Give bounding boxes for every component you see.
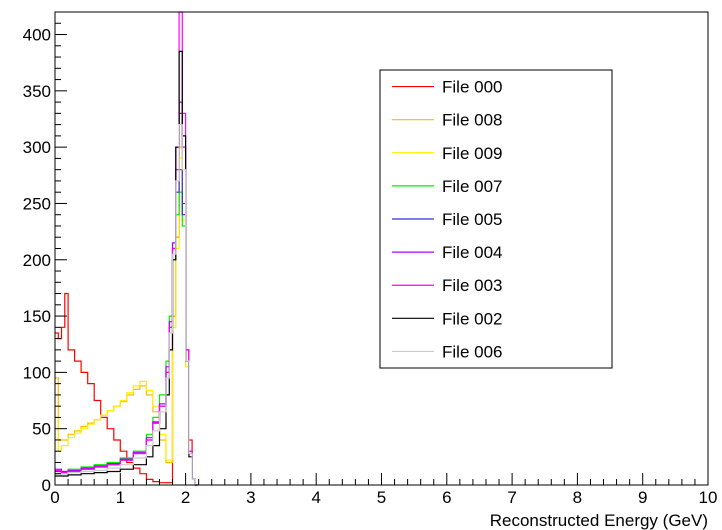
y-tick-label: 150 xyxy=(23,307,51,326)
y-tick-label: 0 xyxy=(42,476,51,495)
series-line-8 xyxy=(55,124,198,486)
legend-label-3: File 007 xyxy=(442,177,502,196)
y-tick-label: 200 xyxy=(23,251,51,270)
x-tick-label: 5 xyxy=(377,488,386,507)
legend-label-8: File 006 xyxy=(442,342,502,361)
x-tick-label: 3 xyxy=(246,488,255,507)
y-tick-label: 300 xyxy=(23,138,51,157)
legend: File 000 File 008 File 009 File 007 File 005… xyxy=(379,69,613,369)
x-tick-label: 8 xyxy=(573,488,582,507)
legend-label-2: File 009 xyxy=(442,144,502,163)
legend-label-6: File 003 xyxy=(442,276,502,295)
y-tick-label: 250 xyxy=(23,194,51,213)
x-tick-label: 7 xyxy=(507,488,516,507)
y-tick-label: 350 xyxy=(23,82,51,101)
x-tick-label: 9 xyxy=(638,488,647,507)
y-tick-label: 400 xyxy=(23,26,51,45)
y-tick-label: 100 xyxy=(23,363,51,382)
legend-label-7: File 002 xyxy=(442,309,502,328)
legend-label-0: File 000 xyxy=(442,78,502,97)
x-tick-label: 2 xyxy=(181,488,190,507)
series-layer xyxy=(55,11,198,486)
x-tick-label: 4 xyxy=(311,488,320,507)
x-tick-label: 1 xyxy=(116,488,125,507)
x-tick-label: 10 xyxy=(699,488,718,507)
x-tick-label: 6 xyxy=(442,488,451,507)
legend-label-4: File 005 xyxy=(442,210,502,229)
legend-label-5: File 004 xyxy=(442,243,502,262)
x-tick-label: 0 xyxy=(50,488,59,507)
y-tick-label: 50 xyxy=(32,420,51,439)
legend-label-1: File 008 xyxy=(442,111,502,130)
x-axis-label: Reconstructed Energy (GeV) xyxy=(490,511,708,530)
